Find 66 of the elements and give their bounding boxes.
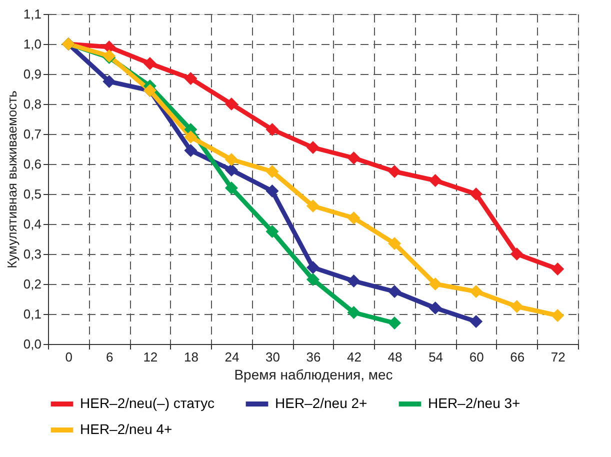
- x-tick-label: 18: [184, 350, 198, 364]
- x-tick-label: 60: [469, 350, 484, 364]
- point: [347, 274, 360, 288]
- y-tick-label: 0,8: [23, 96, 42, 112]
- point: [510, 247, 524, 261]
- y-tick-label: 0,4: [23, 216, 42, 232]
- y-tick-label: 0,1: [23, 306, 42, 322]
- point: [347, 151, 360, 165]
- point: [470, 314, 483, 328]
- legend-label: HER–2/neu 4+: [80, 421, 172, 437]
- x-tick-label: 0: [65, 350, 72, 364]
- point: [184, 72, 198, 86]
- y-tick-label: 0,6: [23, 156, 42, 172]
- y-tick-label: 0,7: [23, 126, 42, 142]
- legend-label: HER–2/neu(–) статус: [80, 395, 215, 411]
- x-tick-label: 6: [106, 350, 114, 364]
- point: [551, 308, 564, 322]
- point: [470, 284, 483, 298]
- y-tick-label: 1,0: [23, 36, 42, 52]
- point: [428, 301, 442, 315]
- y-tick-label: 0,3: [23, 246, 42, 262]
- point: [224, 97, 238, 111]
- point: [266, 224, 279, 238]
- point: [184, 144, 198, 158]
- point: [428, 174, 442, 188]
- x-tick-label: 54: [428, 350, 444, 364]
- y-tick-label: 0,5: [23, 186, 42, 202]
- point: [224, 152, 238, 166]
- point: [224, 181, 238, 195]
- point: [184, 130, 198, 144]
- x-tick-label: 72: [550, 350, 566, 364]
- point: [102, 74, 116, 88]
- point: [306, 140, 320, 154]
- x-tick-label: 24: [224, 350, 240, 364]
- point: [306, 260, 320, 274]
- point: [266, 164, 279, 178]
- x-axis-title: Время наблюдения, мес: [234, 366, 393, 382]
- y-axis-title: Кумулятивная выживаемость: [4, 90, 20, 268]
- x-tick-label: 30: [265, 350, 280, 364]
- y-tick-label: 0,9: [23, 66, 42, 82]
- point: [470, 187, 483, 201]
- x-tick-label: 12: [143, 350, 158, 364]
- point: [388, 284, 402, 298]
- point: [388, 236, 402, 250]
- y-tick-label: 1,1: [23, 6, 42, 22]
- point: [266, 184, 279, 198]
- point: [551, 262, 564, 276]
- point: [306, 199, 320, 213]
- point: [388, 316, 402, 330]
- point: [143, 56, 156, 70]
- legend-label: HER–2/neu 2+: [275, 395, 368, 411]
- x-tick-label: 36: [306, 350, 321, 364]
- point: [428, 277, 442, 291]
- point: [306, 272, 320, 286]
- point: [347, 306, 360, 320]
- y-tick-label: 0,2: [23, 276, 42, 292]
- x-tick-label: 48: [388, 350, 402, 364]
- x-tick-label: 42: [347, 350, 362, 364]
- point: [224, 163, 238, 177]
- point: [388, 164, 402, 178]
- point: [266, 122, 279, 136]
- legend-label: HER–2/neu 3+: [428, 395, 520, 411]
- point: [510, 300, 524, 314]
- x-tick-label: 66: [510, 350, 525, 364]
- point: [347, 211, 360, 225]
- y-tick-label: 0,0: [23, 336, 42, 352]
